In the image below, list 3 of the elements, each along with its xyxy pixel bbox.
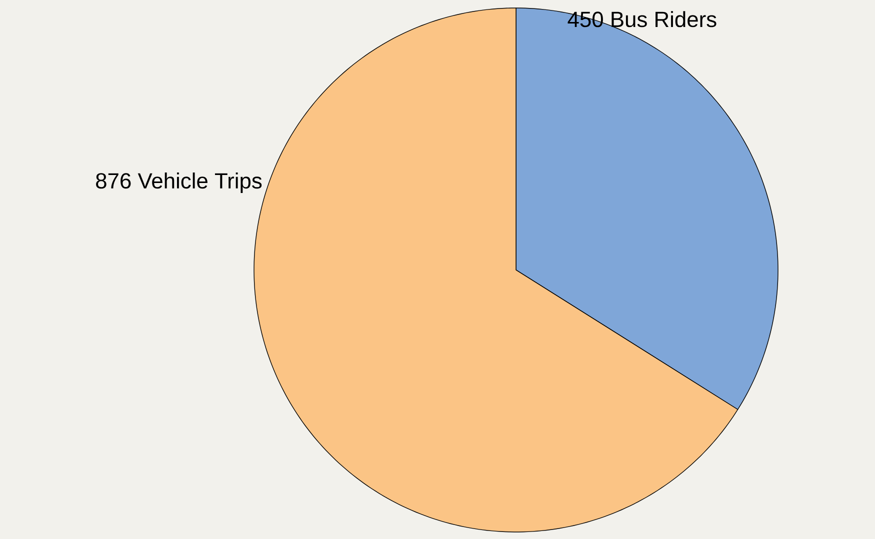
data-label: 876 bbox=[96, 173, 131, 189]
slice-label: Vehicle Trips bbox=[138, 172, 262, 193]
slice-label: Bus Riders bbox=[612, 11, 716, 28]
